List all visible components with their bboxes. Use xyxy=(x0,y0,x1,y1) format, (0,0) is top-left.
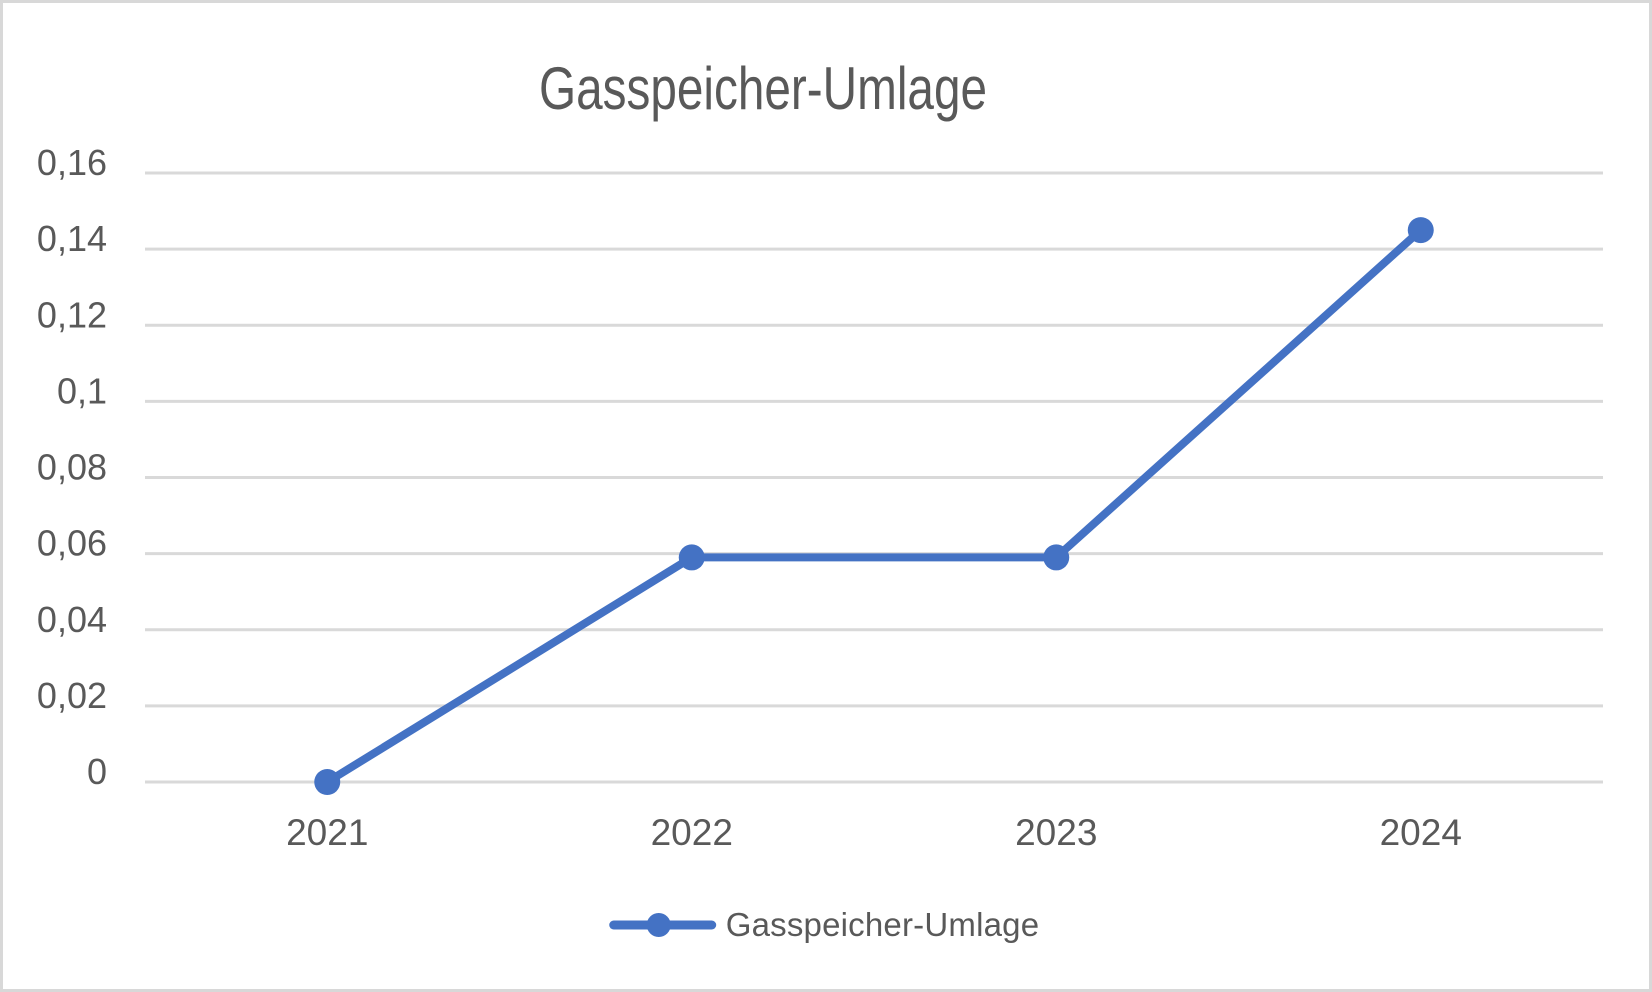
series-line xyxy=(323,226,1425,786)
chart-title: Gasspeicher-Umlage xyxy=(539,55,987,122)
y-axis-tick-label: 0 xyxy=(87,751,107,792)
x-axis-tick-label: 2022 xyxy=(651,812,733,853)
y-axis-tick-label: 0,08 xyxy=(37,447,107,488)
y-axis-tick-label: 0,02 xyxy=(37,675,107,716)
y-axis-tick-label: 0,04 xyxy=(37,599,107,640)
y-axis-tick-label: 0,16 xyxy=(37,142,107,183)
x-axis-tick-label: 2023 xyxy=(1015,812,1097,853)
plot-area: 0 0,02 0,04 0,06 0,08 0,1 0,12 0,14 0,16 2021 2022… xyxy=(37,55,1603,853)
data-point-marker xyxy=(314,769,341,795)
x-axis-tick-label: 2021 xyxy=(286,812,368,853)
y-axis-tick-label: 0,06 xyxy=(37,523,107,564)
data-point-marker xyxy=(1407,217,1434,244)
y-axis-tick-label: 0,14 xyxy=(37,218,107,259)
y-axis-tick-label: 0,1 xyxy=(57,370,107,411)
data-point-marker xyxy=(1043,544,1070,571)
legend: Gasspeicher-Umlage xyxy=(609,906,1040,944)
legend-line-marker-icon xyxy=(609,913,717,937)
x-axis-tick-label: 2024 xyxy=(1380,812,1462,853)
data-point-marker xyxy=(678,544,705,571)
legend-label: Gasspeicher-Umlage xyxy=(725,906,1040,943)
legend-dot-icon xyxy=(646,913,671,937)
y-axis-tick-label: 0,12 xyxy=(37,294,107,335)
